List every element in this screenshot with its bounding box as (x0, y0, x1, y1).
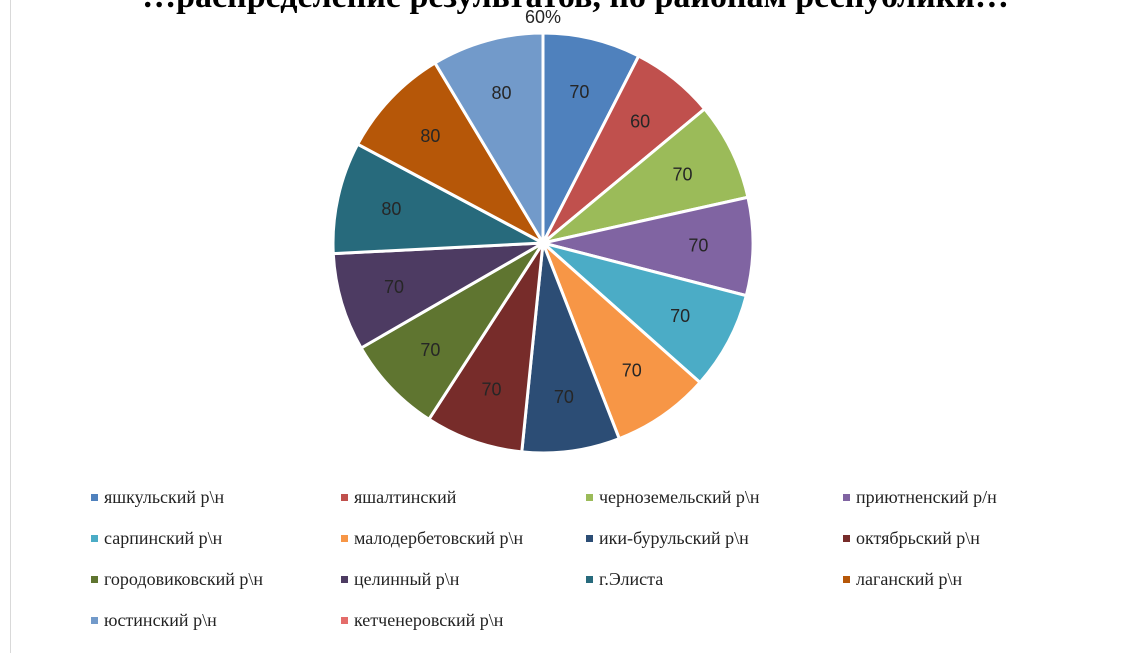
slice-data-label: 80 (491, 83, 511, 103)
legend-swatch (341, 494, 348, 501)
legend-label: октябрьский р\н (856, 528, 980, 548)
legend-label: яшкульский р\н (104, 487, 225, 507)
legend-label: черноземельский р\н (599, 487, 760, 507)
pie-slice (331, 241, 544, 351)
slice-data-label: 70 (420, 340, 440, 360)
legend-item: юстинский р\н (91, 610, 217, 631)
pie-slice (541, 31, 641, 244)
slice-data-label: 80 (381, 199, 401, 219)
chart-title: …распределение результатов, по районам р… (11, 0, 1139, 16)
legend-item: кетченеровский р\н (341, 610, 503, 631)
pie-slice (520, 242, 622, 455)
legend-swatch (91, 617, 98, 624)
pie-slice (331, 142, 549, 256)
legend-item: г.Элиста (586, 569, 663, 590)
legend-item: ики-бурульский р\н (586, 528, 749, 549)
slice-data-label: 70 (569, 82, 589, 102)
legend-item: сарпинский р\н (91, 528, 222, 549)
legend-swatch (341, 535, 348, 542)
pie-slice (355, 60, 548, 247)
pie-slice (541, 241, 703, 441)
legend-item: яшалтинский (341, 487, 456, 508)
legend-label: яшалтинский (354, 487, 457, 507)
legend-swatch (586, 535, 593, 542)
legend-item: целинный р\н (341, 569, 459, 590)
chart-legend: яшкульский р\н яшалтинский черноземельский… (11, 484, 1139, 653)
slice-data-label: 80 (420, 126, 440, 146)
legend-swatch (341, 576, 348, 583)
legend-label: кетченеровский р\н (354, 610, 504, 630)
legend-swatch (843, 494, 850, 501)
legend-label: лаганский р\н (856, 569, 963, 589)
legend-item: городовиковский р\н (91, 569, 263, 590)
slice-data-label: 70 (554, 387, 574, 407)
legend-swatch (91, 494, 98, 501)
legend-item: октябрьский р\н (843, 528, 980, 549)
legend-swatch (843, 576, 850, 583)
legend-swatch (843, 535, 850, 542)
legend-label: г.Элиста (599, 569, 664, 589)
slice-data-label: 60 (630, 112, 650, 132)
legend-item: приютненский р/н (843, 487, 997, 508)
slice-data-label: 70 (384, 277, 404, 297)
legend-label: приютненский р/н (856, 487, 997, 507)
pie-slice (542, 241, 749, 385)
slice-data-label: 60% (525, 7, 561, 27)
legend-label: городовиковский р\н (104, 569, 264, 589)
legend-swatch (91, 535, 98, 542)
legend-item: черноземельский р\н (586, 487, 759, 508)
pie-slice (359, 241, 545, 422)
legend-label: ики-бурульский р\н (599, 528, 749, 548)
legend-label: сарпинский р\н (104, 528, 223, 548)
legend-label: целинный р\н (354, 569, 460, 589)
pie-slice (426, 242, 545, 454)
legend-label: малодербетовский р\н (354, 528, 524, 548)
legend-swatch (586, 494, 593, 501)
legend-swatch (586, 576, 593, 583)
legend-item: лаганский р\н (843, 569, 962, 590)
legend-swatch (91, 576, 98, 583)
slice-data-label: 70 (670, 306, 690, 326)
pie-slice (542, 106, 750, 245)
legend-label: юстинский р\н (104, 610, 217, 630)
legend-item: яшкульский р\н (91, 487, 224, 508)
pie-slice (432, 31, 545, 249)
slice-data-label: 70 (673, 165, 693, 185)
legend-item: малодербетовский р\н (341, 528, 523, 549)
pie-chart: 70 60 70 70 70 70 70 70 70 70 80 80 80 60% (331, 7, 755, 455)
slice-data-label: 70 (622, 361, 642, 381)
legend-swatch (341, 617, 348, 624)
slice-data-label: 70 (688, 236, 708, 256)
slice-data-label: 70 (481, 380, 501, 400)
chart-area: …распределение результатов, по районам р… (10, 0, 1139, 653)
pie-slice (542, 195, 755, 298)
